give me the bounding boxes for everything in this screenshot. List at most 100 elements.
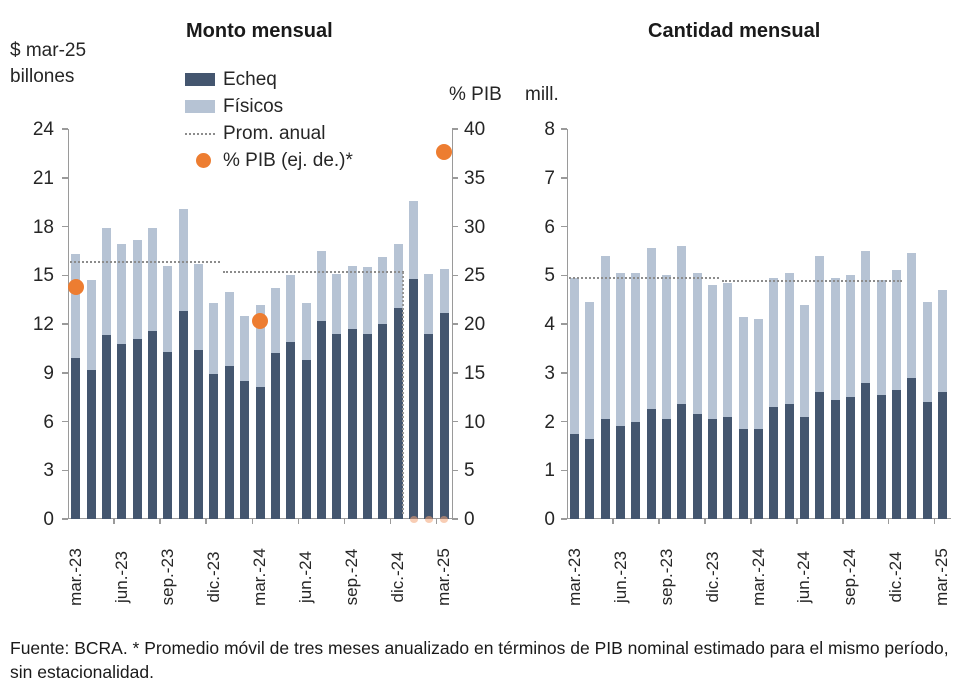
- monto-y-tick: [62, 469, 68, 471]
- monto-y-tick-label: 18: [32, 216, 54, 238]
- cantidad-bar-fisicos: [769, 277, 779, 407]
- left-axis-unit-line1: $ mar-25: [10, 40, 87, 61]
- monto-y-tick: [62, 420, 68, 423]
- monto-bar-echeq: [255, 387, 265, 519]
- monto-y-tick: [62, 372, 68, 374]
- cantidad-bar-echeq: [692, 414, 702, 519]
- cantidad-x-label: sep.-23: [656, 548, 676, 606]
- monto-x-tick: [343, 519, 346, 524]
- cantidad-bar-fisicos: [570, 277, 580, 434]
- cantidad-bar-echeq: [754, 428, 763, 519]
- echeq-swatch-icon: [185, 73, 215, 86]
- monto-x-tick: [251, 519, 254, 524]
- pib-y2-tick: [452, 225, 458, 228]
- monto-bar-fisicos: [117, 244, 127, 344]
- monto-bar-fisicos: [209, 302, 219, 375]
- legend-pib-label: % PIB (ej. de.)*: [223, 149, 353, 171]
- cantidad-x-label: mar.-24: [748, 548, 768, 606]
- monto-bar-echeq: [409, 278, 419, 519]
- cantidad-bar-echeq: [585, 438, 595, 519]
- monto-y-tick-label: 24: [32, 119, 54, 140]
- cantidad-bar-echeq: [708, 419, 718, 519]
- cantidad-bar-echeq: [861, 382, 871, 519]
- legend-prom-label: Prom. anual: [223, 122, 326, 144]
- cantidad-x-label: sep.-24: [840, 548, 860, 606]
- cantidad-bar-fisicos: [738, 316, 748, 429]
- monto-bar-fisicos: [163, 265, 173, 352]
- pib-y2-tick-label: 5: [464, 460, 475, 482]
- cantidad-bar-echeq: [677, 404, 687, 519]
- cantidad-y-tick: [561, 469, 567, 471]
- monto-bar-echeq: [163, 351, 173, 519]
- monto-bar-echeq: [301, 359, 311, 519]
- monto-y-tick-label: 15: [32, 265, 54, 287]
- cantidad-bar-fisicos: [692, 272, 702, 415]
- pib-y2-tick: [452, 420, 458, 423]
- monto-bar-fisicos: [255, 304, 265, 388]
- monto-bar-fisicos: [409, 200, 419, 279]
- legend-item-fisicos: Físicos: [185, 93, 353, 120]
- cantidad-bar-fisicos: [861, 250, 871, 383]
- cantidad-bar-echeq: [922, 402, 932, 519]
- cantidad-bar-fisicos: [646, 248, 656, 410]
- dotted-line-icon: [185, 132, 215, 135]
- left-axis-unit: $ mar-25 billones: [10, 38, 86, 89]
- monto-x-label: sep.-24: [342, 548, 362, 606]
- monto-bar-echeq: [347, 328, 357, 519]
- monto-x-tick: [297, 519, 300, 524]
- monto-bar-echeq: [209, 374, 219, 519]
- cantidad-x-tick: [750, 519, 752, 524]
- monto-bar-fisicos: [301, 302, 311, 360]
- cantidad-bar-fisicos: [784, 272, 794, 405]
- legend-item-pib: % PIB (ej. de.)*: [185, 147, 353, 174]
- pib-y2-tick: [452, 177, 458, 179]
- cantidad-y-tick-label: 0: [544, 509, 555, 530]
- monto-bar-fisicos: [194, 263, 204, 350]
- cantidad-y-tick-label: 8: [544, 119, 555, 140]
- cantidad-bar-fisicos: [815, 255, 825, 393]
- cantidad-y-tick-label: 6: [544, 216, 555, 238]
- monto-bar-fisicos: [424, 273, 434, 334]
- cantidad-bar-fisicos: [922, 302, 932, 402]
- pib-y2-tick-label: 40: [464, 119, 486, 140]
- pib-y2-tick: [452, 469, 458, 471]
- cantidad-y-tick-label: 7: [544, 167, 555, 189]
- pib-dot-mar.-24: [252, 313, 268, 330]
- cantidad-y-axis: [567, 129, 568, 519]
- pib-y2-tick-label: 0: [464, 509, 475, 530]
- monto-bar-fisicos: [439, 268, 449, 313]
- cantidad-y-tick: [561, 372, 567, 374]
- cantidad-bar-echeq: [784, 404, 794, 519]
- mill-axis-unit: mill.: [525, 84, 559, 105]
- cantidad-bar-fisicos: [845, 275, 855, 398]
- monto-x-tick: [159, 519, 161, 524]
- cantidad-bar-echeq: [815, 392, 825, 519]
- cantidad-bar-fisicos: [876, 280, 886, 395]
- monto-y-tick-label: 21: [32, 167, 54, 189]
- pib-axis-unit: % PIB: [449, 84, 502, 105]
- cantidad-x-tick: [887, 519, 890, 524]
- cantidad-y-tick: [561, 274, 567, 276]
- cantidad-bar-fisicos: [600, 255, 610, 420]
- cantidad-bar-echeq: [738, 428, 748, 519]
- monto-bar-fisicos: [147, 228, 157, 331]
- pib-y2-tick: [452, 274, 458, 276]
- monto-bar-fisicos: [393, 244, 403, 308]
- monto-x-tick: [435, 519, 438, 524]
- cantidad-bar-echeq: [631, 421, 641, 519]
- monto-bar-echeq: [363, 333, 373, 519]
- cantidad-panel-title: Cantidad mensual: [648, 20, 821, 42]
- monto-avg-line: [69, 261, 220, 264]
- monto-bar-fisicos: [363, 267, 373, 334]
- cantidad-bar-fisicos: [662, 275, 672, 420]
- monto-bar-echeq: [86, 369, 96, 519]
- cantidad-bar-fisicos: [891, 270, 901, 390]
- pib-y2-tick-label: 30: [464, 216, 486, 238]
- monto-bar-echeq: [224, 366, 234, 519]
- monto-bar-echeq: [286, 341, 296, 519]
- monto-y-tick: [62, 323, 68, 325]
- cantidad-x-label: mar.-23: [564, 548, 584, 606]
- cantidad-bar-fisicos: [616, 272, 626, 427]
- pib-y2-tick: [452, 372, 458, 374]
